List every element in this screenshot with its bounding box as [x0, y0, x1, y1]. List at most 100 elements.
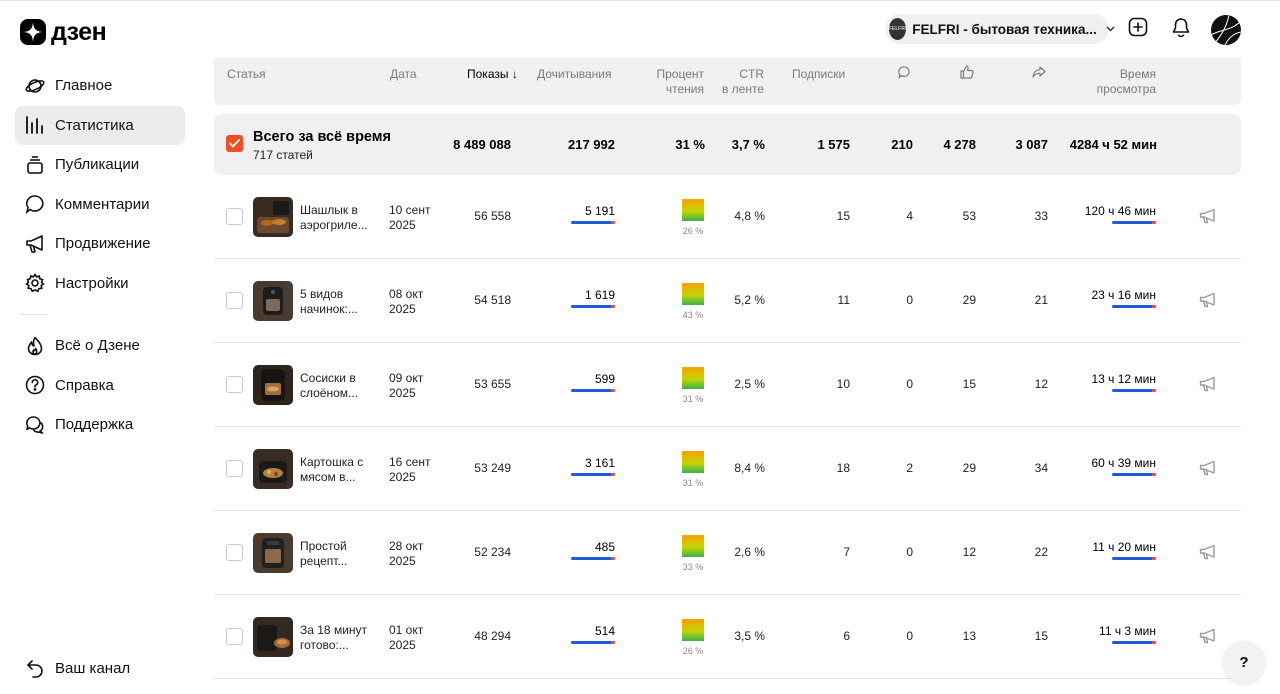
ctr-value: 3,5 % [734, 629, 765, 643]
table-row[interactable]: Простой рецепт... 28 окт 2025 52 234 485 3… [214, 511, 1241, 595]
shares-value: 22 [1034, 545, 1048, 559]
article-title[interactable]: 5 видов начинок:... [300, 287, 378, 316]
shares-value: 34 [1034, 461, 1048, 475]
promote-button[interactable] [1199, 628, 1219, 646]
planet-icon [25, 76, 45, 96]
table-row[interactable]: Картошка с мясом в... 16 сент 2025 53 249 … [214, 427, 1241, 511]
row-checkbox[interactable] [226, 460, 243, 477]
megaphone-icon [1199, 376, 1217, 396]
row-checkbox[interactable] [226, 544, 243, 561]
sidebar-item-label: Статистика [55, 116, 134, 134]
subscriptions-value: 10 [836, 377, 850, 391]
article-title-line1: За 18 минут [300, 623, 368, 637]
article-title-line1: Шашлык в [300, 203, 358, 217]
likes-value: 13 [962, 629, 976, 643]
sidebar-item-label: Всё о Дзене [55, 337, 140, 355]
article-title[interactable]: Простой рецепт... [300, 539, 378, 568]
likes-value: 29 [962, 293, 976, 307]
article-title[interactable]: За 18 минут готово:... [300, 623, 378, 652]
row-checkbox[interactable] [226, 628, 243, 645]
sidebar-item-comments[interactable]: Комментарии [15, 185, 185, 225]
total-title: Всего за всё время [253, 129, 391, 145]
subscriptions-value: 11 [837, 293, 850, 307]
column-ctr[interactable]: CTR в ленте [704, 67, 764, 96]
article-title[interactable]: Шашлык в аэрогриле... [300, 203, 378, 232]
top-border [0, 0, 1280, 1]
sidebar-item-statistics[interactable]: Статистика [15, 105, 185, 145]
sidebar-item-promotion[interactable]: Продвижение [15, 224, 185, 264]
promote-button[interactable] [1199, 376, 1219, 394]
row-checkbox[interactable] [226, 292, 243, 309]
ctr-value: 2,5 % [734, 377, 765, 391]
chart-bars-icon [25, 115, 45, 135]
column-subscriptions[interactable]: Подписки [792, 67, 846, 81]
row-checkbox[interactable] [226, 376, 243, 393]
megaphone-icon [1199, 628, 1217, 648]
help-button[interactable]: ? [1223, 641, 1265, 683]
article-title-line2: начинок:... [300, 301, 358, 316]
sidebar: Главное Статистика Публикации Комментари… [15, 66, 185, 445]
channel-selector[interactable]: FELFRI FELFRI - бытовая техника... [885, 14, 1115, 44]
table-row[interactable]: Шашлык в аэрогриле... 10 сент 2025 56 558 … [214, 175, 1241, 259]
row-checkbox[interactable] [226, 208, 243, 225]
article-thumbnail[interactable] [253, 197, 293, 237]
avatar[interactable] [1211, 15, 1241, 45]
subscriptions-value: 6 [843, 629, 850, 643]
column-shares[interactable] [1032, 66, 1046, 82]
read-percent-value: 33 % [682, 562, 704, 572]
column-article[interactable]: Статья [227, 67, 266, 81]
channel-name: FELFRI - бытовая техника... [912, 21, 1097, 37]
sidebar-item-support[interactable]: Поддержка [15, 405, 185, 445]
read-percent-value: 26 % [682, 226, 704, 236]
article-date-line2: 2025 [389, 385, 416, 400]
promote-button[interactable] [1199, 292, 1219, 310]
select-all-checkbox[interactable] [226, 135, 243, 152]
promote-button[interactable] [1199, 208, 1219, 226]
comments-value: 4 [906, 209, 913, 223]
column-likes[interactable] [960, 65, 974, 83]
column-percent[interactable]: Процент чтения [644, 67, 704, 96]
dzen-logo[interactable]: дзен [20, 19, 107, 45]
total-ctr: 3,7 % [731, 137, 765, 152]
column-reads[interactable]: Дочитывания [537, 67, 612, 81]
article-title-line2: мясом в... [300, 469, 356, 484]
sidebar-item-publications[interactable]: Публикации [15, 145, 185, 185]
promote-button[interactable] [1199, 544, 1219, 562]
table-row[interactable]: За 18 минут готово:... 01 окт 2025 48 294 … [214, 595, 1241, 679]
sidebar-item-your-channel[interactable]: Ваш канал [15, 649, 185, 689]
article-title[interactable]: Сосиски в слоёном... [300, 371, 378, 400]
table-row[interactable]: Сосиски в слоёном... 09 окт 2025 53 655 59… [214, 343, 1241, 427]
sidebar-item-main[interactable]: Главное [15, 66, 185, 106]
column-comments[interactable] [898, 66, 911, 83]
comments-value: 0 [906, 293, 913, 307]
view-time-value: 120 ч 46 мин [1084, 204, 1156, 218]
article-thumbnail[interactable] [253, 617, 293, 657]
sidebar-item-label: Продвижение [55, 235, 151, 253]
notifications-button[interactable] [1170, 17, 1192, 40]
article-thumbnail[interactable] [253, 449, 293, 489]
create-button[interactable] [1127, 17, 1149, 40]
ctr-value: 2,6 % [734, 545, 765, 559]
total-row: Всего за всё время 717 статей 8 489 088 … [214, 114, 1241, 175]
sidebar-item-settings[interactable]: Настройки [15, 264, 185, 304]
article-thumbnail[interactable] [253, 533, 293, 573]
article-date-line2: 2025 [389, 301, 416, 316]
total-subscriptions: 1 575 [817, 137, 850, 152]
sidebar-item-help[interactable]: Справка [15, 366, 185, 406]
sidebar-item-label: Поддержка [55, 416, 134, 434]
table-row[interactable]: 5 видов начинок:... 08 окт 2025 54 518 1 6… [214, 259, 1241, 343]
article-date-line1: 16 сент [389, 455, 431, 469]
article-title-line1: Простой [300, 539, 347, 553]
shares-value: 15 [1034, 629, 1048, 643]
column-date[interactable]: Дата [390, 67, 417, 81]
sidebar-item-about-dzen[interactable]: Всё о Дзене [15, 326, 185, 366]
megaphone-icon [1199, 544, 1217, 564]
column-shows[interactable]: Показы ↓ [467, 67, 518, 82]
column-ctr-line1: CTR [739, 67, 764, 81]
article-thumbnail[interactable] [253, 365, 293, 405]
article-thumbnail[interactable] [253, 281, 293, 321]
article-title[interactable]: Картошка с мясом в... [300, 455, 378, 484]
promote-button[interactable] [1199, 460, 1219, 478]
article-title-line1: 5 видов [300, 287, 344, 301]
column-view-time[interactable]: Время просмотра [1066, 67, 1156, 96]
